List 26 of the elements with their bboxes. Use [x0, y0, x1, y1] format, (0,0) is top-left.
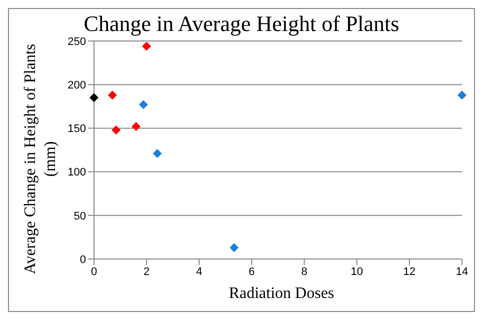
y-tick-label: 150 — [68, 123, 86, 136]
x-axis-title: Radiation Doses — [228, 285, 336, 303]
y-tick-label: 250 — [68, 36, 86, 48]
x-tick-label: 4 — [196, 266, 202, 278]
point — [230, 243, 239, 252]
point — [142, 42, 152, 51]
y-axis-title: Average Change in Height of Plants (mm) — [21, 42, 60, 276]
y-tick-label: 0 — [80, 254, 86, 266]
x-tick-label: 10 — [350, 266, 363, 278]
point — [132, 122, 141, 131]
point — [138, 100, 148, 110]
y-tick-label: 50 — [74, 210, 86, 222]
point — [152, 148, 162, 158]
x-tick-label: 12 — [403, 266, 416, 278]
point — [458, 90, 466, 100]
point — [112, 125, 121, 134]
x-tick-label: 14 — [456, 266, 468, 278]
x-tick-label: 2 — [144, 266, 150, 278]
chart-title: Change in Average Height of Plants — [82, 11, 400, 37]
x-tick-label: 6 — [248, 266, 255, 278]
point — [90, 93, 98, 102]
y-tick-label: 200 — [68, 80, 86, 92]
x-tick-label: 0 — [90, 266, 98, 278]
y-tick-label: 100 — [68, 166, 86, 179]
point — [108, 90, 117, 100]
x-tick-label: 8 — [301, 266, 308, 278]
